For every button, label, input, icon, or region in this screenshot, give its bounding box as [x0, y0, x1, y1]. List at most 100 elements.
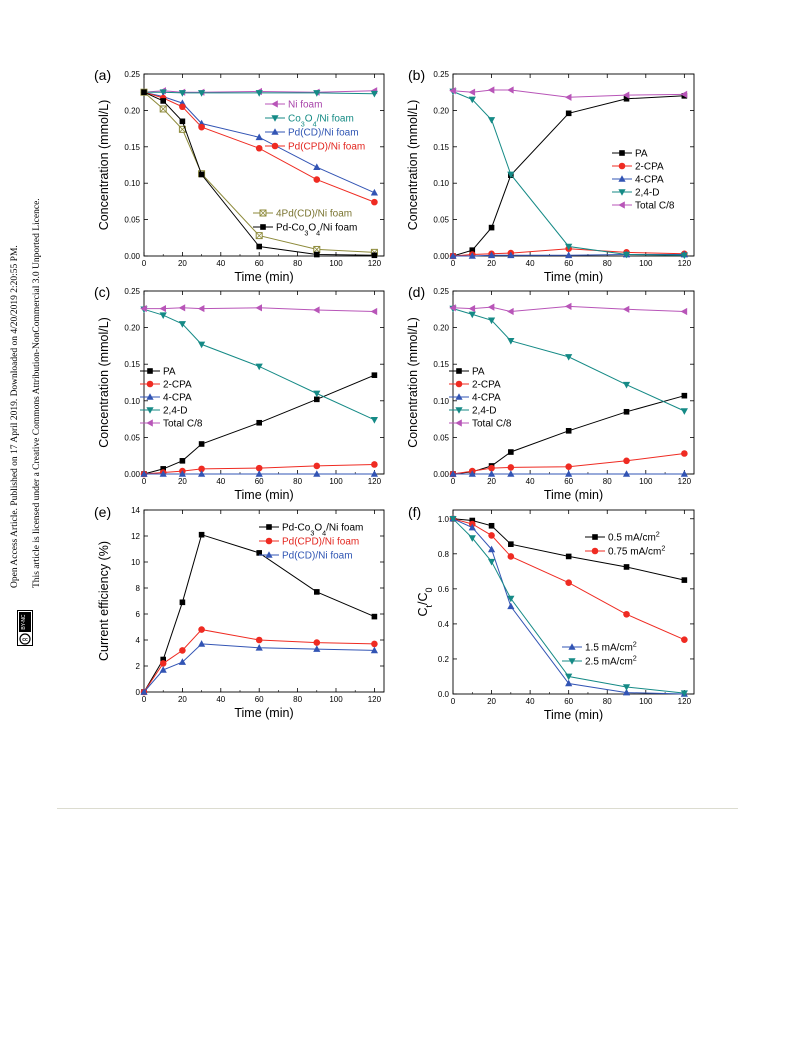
- series-2-4-d: [449, 88, 688, 260]
- x-tick-label: 120: [368, 259, 382, 268]
- x-tick-label: 120: [678, 259, 692, 268]
- x-axis-label: Time (min): [544, 708, 603, 722]
- legend-marker: [259, 209, 267, 217]
- series-4-cpa: [140, 470, 378, 477]
- legend-item-4-cpa: 4-CPA: [140, 393, 192, 404]
- legend-label: 2.5 mA/cm2: [585, 653, 637, 668]
- data-point: [159, 105, 167, 113]
- x-axis-label: Time (min): [544, 270, 603, 284]
- data-point: [255, 133, 263, 141]
- plot-frame: [452, 509, 695, 695]
- data-point: [469, 247, 476, 253]
- data-point: [179, 458, 186, 464]
- series-pd-cd-ni-foam: [140, 640, 378, 695]
- data-point: [313, 462, 321, 470]
- data-point: [313, 639, 321, 646]
- legend-label: PA: [472, 367, 485, 378]
- data-point: [565, 354, 573, 361]
- data-point: [197, 304, 205, 313]
- panel-label: (e): [94, 504, 111, 520]
- legend-item-2-4-d: 2,4-D: [140, 406, 187, 417]
- y-tick-label: 14: [131, 506, 140, 515]
- cc-license-badge[interactable]: cc BY-NC: [17, 610, 33, 646]
- x-tick-label: 120: [368, 477, 382, 486]
- data-point: [198, 640, 206, 647]
- legend-marker: [147, 368, 153, 374]
- series-2-5-ma-cm2: [449, 515, 688, 697]
- x-tick-label: 100: [329, 259, 343, 268]
- data-point: [680, 90, 688, 98]
- y-tick-label: 0.2: [438, 655, 450, 664]
- data-point: [623, 610, 630, 618]
- legend-label: PA: [635, 149, 648, 160]
- data-point: [468, 470, 476, 477]
- data-point: [179, 118, 186, 125]
- legend-marker: [146, 380, 154, 388]
- data-point: [468, 535, 476, 542]
- data-point: [255, 304, 262, 312]
- y-tick-label: 0.20: [433, 324, 449, 333]
- data-point: [488, 532, 495, 539]
- legend-item-pd-co3o4-ni-foam: Pd-Co3O4/Ni foam: [259, 523, 363, 537]
- data-point: [141, 89, 147, 95]
- y-tick-label: 0.05: [124, 216, 140, 225]
- data-point: [507, 251, 515, 259]
- legend-marker: [271, 100, 278, 108]
- legend-marker: [568, 658, 576, 665]
- data-point: [313, 90, 321, 97]
- legend-marker: [271, 115, 279, 122]
- y-tick-label: 4: [136, 636, 141, 645]
- series-line: [143, 643, 375, 693]
- data-point: [488, 464, 495, 472]
- data-point: [313, 470, 321, 477]
- data-point: [565, 579, 572, 587]
- x-tick-label: 0: [451, 697, 456, 706]
- y-tick-label: 0.05: [124, 433, 140, 442]
- legend-item-total-c-8: Total C/8: [449, 419, 512, 430]
- legend-label: 2-CPA: [163, 380, 192, 391]
- data-point: [371, 461, 378, 468]
- legend-label: 2,4-D: [635, 188, 659, 199]
- legend-label: Co3O4/Ni foam: [288, 114, 354, 129]
- legend-item-pd-cpd-ni-foam: Pd(CPD)/Ni foam: [265, 142, 365, 153]
- data-point: [314, 251, 320, 258]
- y-tick-label: 12: [131, 532, 140, 541]
- legend-marker: [266, 524, 272, 530]
- y-tick-label: 0.05: [433, 216, 449, 225]
- x-tick-label: 100: [639, 697, 653, 706]
- data-point: [370, 188, 378, 196]
- legend-item-co3o4-ni-foam: Co3O4/Ni foam: [265, 114, 354, 129]
- legend-item-4-cpa: 4-CPA: [449, 393, 501, 404]
- data-point: [469, 517, 476, 524]
- data-point: [468, 252, 476, 259]
- data-point: [449, 87, 456, 95]
- x-tick-label: 40: [216, 695, 225, 704]
- y-tick-label: 0.6: [438, 585, 450, 594]
- y-tick-label: 0.00: [124, 470, 140, 479]
- data-point: [565, 679, 573, 687]
- y-tick-label: 0.20: [433, 106, 449, 115]
- x-tick-label: 60: [564, 697, 573, 706]
- legend-item-ni-foam: Ni foam: [265, 100, 322, 111]
- data-point: [370, 417, 378, 424]
- data-point: [508, 541, 514, 547]
- x-tick-label: 120: [368, 695, 382, 704]
- x-tick-label: 20: [178, 477, 187, 486]
- data-point: [449, 515, 457, 523]
- series-1-5-ma-cm2: [449, 514, 688, 697]
- data-point: [198, 531, 205, 538]
- data-point: [487, 86, 495, 94]
- y-tick-label: 0: [136, 688, 141, 697]
- y-tick-label: 0.15: [124, 143, 140, 152]
- data-point: [680, 470, 688, 477]
- data-point: [160, 656, 166, 663]
- y-tick-label: 2: [136, 662, 141, 671]
- data-point: [468, 88, 476, 96]
- data-point: [198, 465, 205, 473]
- legend-marker: [271, 128, 279, 135]
- series-total-c-8: [140, 304, 378, 316]
- data-point: [140, 304, 147, 313]
- data-point: [622, 251, 631, 259]
- data-point: [198, 123, 205, 131]
